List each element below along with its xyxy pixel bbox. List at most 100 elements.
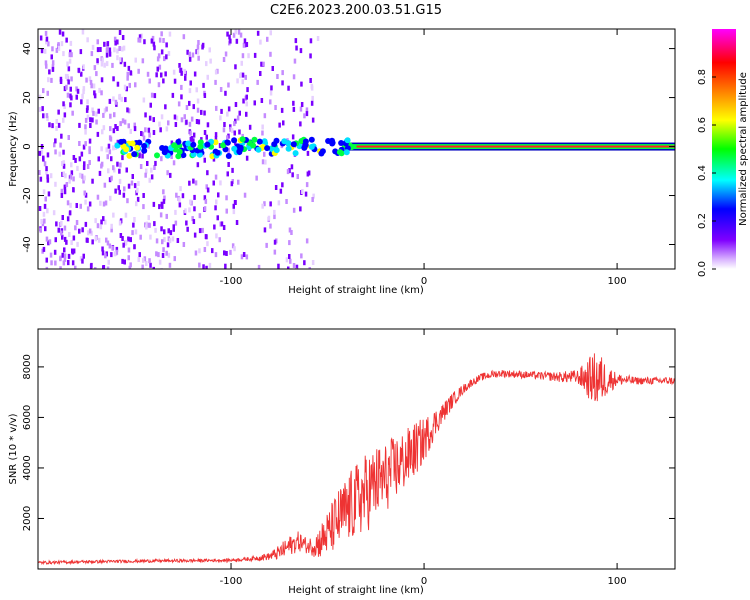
noise-speckle	[196, 162, 200, 168]
noise-speckle	[162, 247, 165, 253]
noise-speckle	[61, 171, 64, 177]
noise-speckle	[50, 260, 53, 266]
noise-speckle	[154, 160, 157, 166]
noise-speckle	[165, 126, 169, 132]
noise-speckle	[168, 262, 172, 268]
noise-speckle	[51, 123, 54, 129]
noise-speckle	[277, 200, 281, 206]
noise-speckle	[117, 185, 120, 191]
noise-speckle	[69, 40, 73, 46]
noise-speckle	[43, 203, 47, 209]
noise-speckle	[80, 71, 83, 77]
noise-speckle	[148, 258, 151, 264]
noise-speckle	[233, 200, 237, 205]
noise-speckle	[263, 151, 266, 157]
noise-speckle	[44, 196, 47, 202]
snr-frame	[37, 328, 676, 570]
noise-speckle	[65, 182, 69, 187]
noise-speckle	[130, 180, 134, 186]
noise-speckle	[129, 237, 132, 243]
noise-speckle	[260, 61, 263, 67]
noise-speckle	[152, 130, 156, 135]
noise-speckle	[126, 71, 129, 77]
noise-speckle	[292, 100, 295, 106]
noise-speckle	[264, 159, 267, 165]
noise-speckle	[69, 86, 72, 92]
noise-speckle	[124, 97, 127, 103]
noise-speckle	[96, 47, 100, 53]
noise-speckle	[45, 257, 48, 263]
noise-speckle	[242, 42, 246, 48]
noise-speckle	[172, 160, 176, 166]
noise-speckle	[218, 143, 222, 149]
noise-speckle	[279, 188, 283, 194]
noise-speckle	[100, 90, 103, 96]
signal-blob	[176, 148, 183, 155]
noise-speckle	[105, 147, 108, 153]
noise-speckle	[112, 76, 115, 82]
noise-speckle	[121, 118, 125, 124]
noise-speckle	[174, 122, 178, 127]
noise-speckle	[239, 32, 243, 38]
noise-speckle	[45, 169, 48, 175]
noise-speckle	[106, 266, 110, 269]
noise-speckle	[148, 132, 151, 138]
noise-speckle	[57, 227, 60, 233]
noise-speckle	[162, 198, 166, 204]
noise-speckle	[119, 162, 122, 168]
signal-blob	[308, 136, 315, 143]
noise-speckle	[188, 207, 191, 213]
noise-speckle	[46, 177, 50, 183]
noise-speckle	[84, 199, 87, 205]
noise-speckle	[70, 95, 73, 101]
noise-speckle	[195, 87, 198, 93]
noise-speckle	[146, 71, 150, 77]
noise-speckle	[281, 182, 284, 188]
noise-speckle	[60, 133, 63, 139]
noise-speckle	[121, 35, 125, 40]
noise-speckle	[72, 187, 75, 193]
noise-speckle	[135, 201, 138, 207]
noise-speckle	[118, 30, 122, 35]
noise-speckle	[108, 135, 112, 141]
noise-speckle	[105, 251, 108, 257]
noise-speckle	[294, 38, 298, 44]
noise-speckle	[236, 78, 239, 84]
noise-speckle	[138, 153, 141, 159]
noise-speckle	[123, 259, 126, 265]
noise-speckle	[65, 84, 68, 90]
colorbar-axis: 0.0 0.2 0.4 0.6 0.8	[697, 69, 716, 277]
noise-speckle	[259, 39, 262, 45]
noise-speckle	[67, 253, 71, 259]
noise-speckle	[88, 201, 92, 207]
noise-speckle	[148, 177, 151, 183]
noise-speckle	[311, 260, 315, 265]
noise-speckle	[112, 128, 116, 134]
noise-speckle	[155, 238, 159, 244]
noise-speckle	[51, 66, 55, 72]
noise-speckle	[193, 206, 196, 212]
noise-speckle	[263, 227, 267, 233]
noise-speckle	[82, 86, 86, 92]
noise-speckle	[92, 110, 95, 116]
noise-speckle	[96, 39, 99, 45]
noise-speckle	[122, 45, 126, 51]
signal-blob	[231, 145, 238, 152]
noise-speckle	[70, 76, 73, 82]
noise-speckle	[188, 180, 191, 186]
noise-speckle	[303, 113, 306, 119]
noise-speckle	[108, 243, 112, 249]
noise-speckle	[118, 168, 121, 174]
noise-speckle	[38, 170, 41, 175]
signal-blob	[141, 143, 148, 149]
noise-speckle	[45, 166, 48, 172]
noise-speckle	[139, 234, 142, 240]
noise-speckle	[63, 225, 67, 231]
noise-speckle	[119, 233, 123, 238]
noise-speckle	[74, 265, 77, 269]
noise-speckle	[257, 264, 261, 269]
noise-speckle	[67, 260, 70, 265]
noise-speckle	[54, 260, 57, 266]
noise-speckle	[141, 153, 144, 159]
noise-speckle	[92, 83, 96, 89]
